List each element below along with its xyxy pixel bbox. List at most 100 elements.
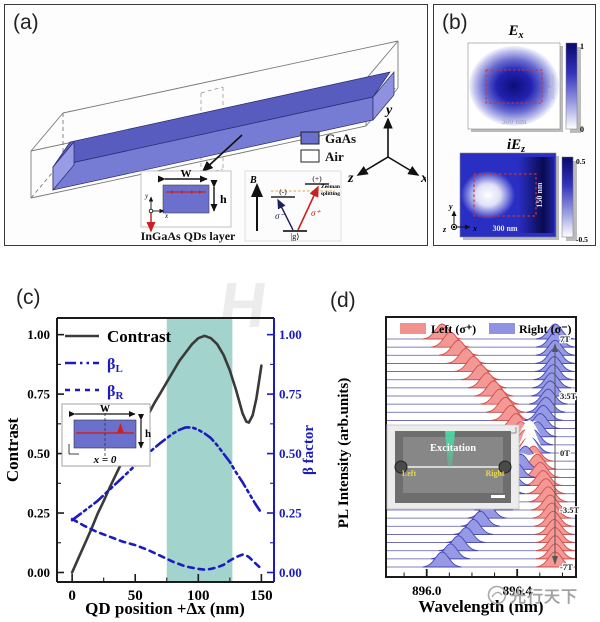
inset-axis-y: y <box>144 192 149 200</box>
d-legend-swatch-right <box>489 323 515 334</box>
peak-right <box>422 551 462 568</box>
c-inset-mini-axes <box>68 444 79 455</box>
ez-map-title: iEz <box>507 137 525 155</box>
axis-z-label: z <box>347 171 354 186</box>
sigma-plus-label: σ⁺ <box>311 208 321 218</box>
panel-a: (a) GaAs <box>4 4 428 246</box>
panel-a-legend: GaAs Air <box>300 131 356 164</box>
ez-colorbar <box>561 156 574 238</box>
x-tick-label: 50 <box>128 588 143 604</box>
level-plus-label: (+) <box>312 174 322 183</box>
b-field-label: B <box>249 175 257 186</box>
peak-left <box>532 502 572 519</box>
ex-map-title: Ex <box>507 23 523 41</box>
b-axis-y: y <box>448 202 453 211</box>
y-tick-label-right: 1.00 <box>279 327 302 342</box>
d-legend-swatch-left <box>400 323 426 334</box>
y-tick-label-right: 0.75 <box>279 387 302 402</box>
ex-colorbar <box>565 42 578 130</box>
peak-right <box>535 331 575 348</box>
ex-mode-blob <box>469 46 559 126</box>
waveguide-bar <box>52 71 395 191</box>
curve-βR <box>70 517 263 571</box>
excitation-beam <box>445 431 455 467</box>
peak-left <box>530 494 570 511</box>
d-xlabel: Wavelength (nm) <box>418 597 543 616</box>
sem-right-grating <box>498 460 512 474</box>
ez-scale-width: 300 nm <box>492 224 517 233</box>
curve-Contrast <box>70 334 263 574</box>
legend-swatch-air <box>300 149 320 163</box>
ez-cbar-min: -0.5 <box>576 235 588 244</box>
y-tick-label-left: 0.00 <box>27 565 50 580</box>
sem-mini-axes <box>509 427 517 434</box>
field-arrow-down <box>552 556 558 565</box>
d-ticks-group: 896.0 896.4 <box>403 569 563 598</box>
watermark-footer: 光行天下 <box>487 583 578 607</box>
legend-gaas-label: GaAs <box>325 131 356 146</box>
panel-b-label: (b) <box>442 11 468 34</box>
ez-scale-height: 150 nm <box>535 182 544 207</box>
panel-b-figure: (b) Ex 300 nm 150 nm 1 0 iEz 300 nm 150 … <box>442 11 588 244</box>
field-arrow-up <box>552 343 558 352</box>
ex-cbar-max: 1 <box>580 42 584 51</box>
legend-beta-l-label: βL <box>107 356 123 375</box>
peak-left <box>523 470 563 487</box>
sem-scale-bar <box>491 495 505 498</box>
panel-d-chart: (d) Left (σ⁺) Right (σ⁻) Excitation <box>330 289 581 616</box>
legend-air-label: Air <box>325 149 344 164</box>
ez-waveguide-outline <box>473 173 537 217</box>
ground-label: |g⟩ <box>291 232 300 241</box>
d-legend-right-label: Right (σ⁻) <box>519 322 572 336</box>
c-frame <box>56 317 274 583</box>
peak-right <box>523 404 563 421</box>
ex-title-sub: x <box>518 30 524 41</box>
legend-swatch-gaas <box>300 131 320 145</box>
panel-d: (d) Left (σ⁺) Right (σ⁻) Excitation <box>324 285 598 622</box>
d-x-tick-label: 896.0 <box>412 583 441 598</box>
y-tick-label-right: 0.00 <box>279 565 302 580</box>
x-tick-label: 100 <box>187 588 210 604</box>
c-ylabel-right: β factor <box>301 425 317 475</box>
field-label-3.5T: 3.5T <box>560 391 577 401</box>
peak-right <box>533 364 573 381</box>
level-minus-label: (-) <box>279 187 287 196</box>
zeeman-inset: B (-) (+) Zeeman splitting |g⟩ σ⁻ σ⁺ <box>244 170 342 242</box>
legend-beta-r-label: βR <box>107 383 124 402</box>
c-ylabel-left: Contrast <box>3 418 22 483</box>
ex-scale-height: 150 nm <box>547 74 556 99</box>
inset-height-label: h <box>220 192 227 206</box>
panel-d-label: (d) <box>330 289 356 312</box>
panel-a-label: (a) <box>13 11 39 34</box>
sigma-plus-arrow <box>297 185 319 231</box>
peak-right <box>535 323 575 340</box>
panel-c: (c) 0.00 0.00 0.25 0.25 0.50 0.50 0.75 0.75 1.00… <box>2 282 324 622</box>
b-axis-z: z <box>442 225 447 234</box>
sem-left-grating <box>394 460 408 474</box>
c-legend: Contrast βL βR <box>65 327 172 402</box>
panel-b: (b) Ex 300 nm 150 nm 1 0 iEz 300 nm 150 … <box>433 4 596 246</box>
y-tick-label-left: 0.75 <box>27 387 50 402</box>
d-frame <box>385 316 577 578</box>
panel-c-chart: (c) 0.00 0.00 0.25 0.25 0.50 0.50 0.75 0.75 1.00… <box>3 286 317 618</box>
c-inset-origin-label: x = 0 <box>93 454 117 466</box>
beta-l-sub: L <box>115 363 122 375</box>
inset-mini-axes <box>148 196 165 214</box>
axis-x-label: x <box>420 171 426 186</box>
field-label-0T: 0T <box>560 448 570 458</box>
panel-a-figure: (a) GaAs <box>13 11 428 243</box>
zeeman-splitting-label-2: splitting <box>321 191 341 197</box>
d-ylabel: PL Intensity (arb.units) <box>336 378 352 528</box>
x-tick-label: 150 <box>250 588 273 604</box>
sigma-minus-arrow <box>277 198 294 231</box>
watermark-text: 光行天下 <box>510 589 579 606</box>
d-field-labels-group: 7T 3.5T 0T -3.5T -7T <box>552 333 581 573</box>
inset-axis-x: x <box>164 212 169 220</box>
d-legend: Left (σ⁺) Right (σ⁻) <box>400 322 572 336</box>
ex-scale-width: 300 nm <box>501 117 526 126</box>
ez-dark-lobe <box>518 157 554 233</box>
trace-silhouette <box>386 462 576 478</box>
y-tick-label-left: 0.25 <box>27 506 50 521</box>
axes-triad <box>356 117 420 176</box>
